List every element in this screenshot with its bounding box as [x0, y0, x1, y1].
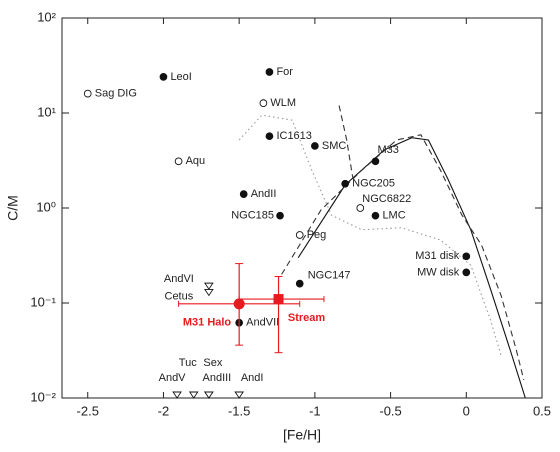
measurement-label: Stream — [288, 312, 326, 324]
open-point — [259, 99, 268, 107]
point-label: MW disk — [417, 266, 460, 278]
y-axis-title: C/M — [5, 195, 21, 221]
upper-limit — [188, 391, 199, 399]
filled-point — [276, 211, 284, 220]
filled-point — [311, 142, 319, 150]
point-label: NGC147 — [308, 270, 351, 282]
open-point — [295, 231, 304, 239]
upper-limit — [172, 391, 182, 399]
upper-limit — [204, 282, 214, 290]
point-label: AndVII — [246, 317, 279, 329]
point-label: NGC205 — [352, 178, 395, 190]
upper-limit-label: AndV — [159, 372, 187, 384]
upper-limit-label: Sex — [203, 357, 222, 369]
filled-point — [265, 132, 274, 141]
filled-point — [341, 179, 350, 188]
point-label: LeoI — [170, 71, 191, 83]
point-label: SMC — [322, 140, 347, 152]
point-label: LMC — [382, 210, 405, 222]
upper-limit-label: Tuc — [179, 357, 197, 369]
measurement-marker — [233, 298, 245, 310]
point-label: NGC185 — [231, 210, 274, 222]
plot-frame — [61, 17, 543, 399]
point-label: M33 — [377, 144, 398, 156]
open-point — [174, 157, 183, 166]
point-label: Peg — [307, 229, 327, 241]
x-tick-label: -2 — [158, 403, 170, 418]
measurement-marker — [273, 294, 284, 305]
upper-limit-label: AndIII — [203, 372, 232, 384]
filled-point — [462, 252, 471, 261]
model-curve — [297, 137, 526, 399]
y-tick-label: 10⁰ — [36, 199, 56, 214]
measurement-label: M31 Halo — [183, 317, 232, 329]
point-label: Sag DIG — [95, 88, 137, 100]
upper-limit — [204, 289, 214, 297]
y-tick-label: 10⁻¹ — [30, 294, 56, 309]
y-tick-label: 10¹ — [37, 104, 56, 119]
y-tick-label: 10⁻² — [30, 389, 56, 404]
y-tick-label: 10² — [37, 9, 56, 24]
x-axis-title: [Fe/H] — [283, 427, 321, 443]
model-curve — [238, 114, 502, 356]
upper-limit — [234, 391, 245, 399]
x-tick-label: -0.5 — [379, 403, 401, 418]
x-tick-label: 0 — [463, 403, 470, 418]
open-point — [356, 204, 365, 212]
filled-point — [371, 157, 380, 166]
point-label: Aqu — [186, 155, 206, 167]
filled-point — [239, 190, 248, 198]
filled-point — [265, 68, 274, 76]
x-tick-label: -1.5 — [228, 403, 250, 418]
point-label: M31 disk — [415, 250, 460, 262]
upper-limit — [204, 391, 214, 399]
x-tick-label: -2.5 — [77, 403, 99, 418]
point-label: For — [276, 66, 293, 78]
point-label: AndII — [251, 188, 277, 200]
filled-point — [295, 279, 304, 288]
upper-limit-label: Cetus — [165, 290, 194, 302]
filled-point — [159, 73, 168, 81]
x-tick-label: -1 — [309, 403, 321, 418]
upper-limit-label: AndI — [241, 372, 264, 384]
point-label: WLM — [270, 97, 296, 109]
filled-point — [462, 268, 471, 277]
upper-limit-label: AndVI — [164, 273, 194, 285]
x-tick-label: 0.5 — [533, 403, 551, 418]
point-label: NGC6822 — [362, 193, 411, 205]
filled-point — [371, 211, 380, 220]
open-point — [83, 89, 92, 98]
point-label: IC1613 — [276, 130, 311, 142]
